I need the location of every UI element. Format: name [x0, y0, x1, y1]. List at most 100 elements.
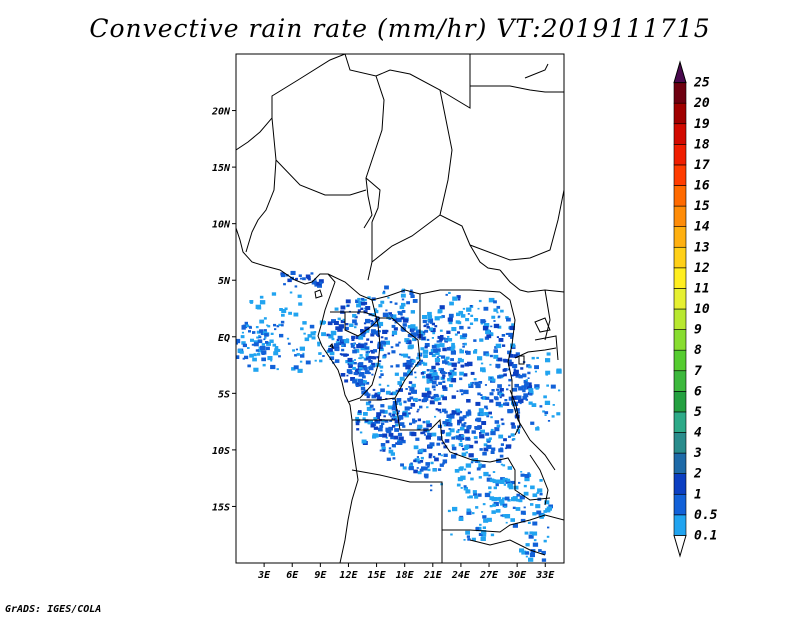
rain-cell — [382, 433, 388, 438]
rain-cell — [397, 381, 403, 385]
rain-cell — [280, 320, 285, 324]
rain-cell — [493, 300, 497, 304]
rain-cell — [395, 389, 399, 393]
rain-cell — [498, 338, 504, 342]
rain-cell — [450, 350, 456, 355]
rain-cell — [272, 343, 277, 347]
rain-cell — [287, 278, 292, 283]
rain-cell — [263, 338, 266, 341]
rain-cell — [411, 360, 416, 363]
rain-cell — [530, 421, 535, 425]
rain-cell — [478, 408, 484, 413]
rain-cell — [383, 353, 387, 357]
rain-cell — [536, 510, 542, 515]
rain-cell — [494, 420, 500, 424]
rain-cell — [364, 370, 370, 375]
rain-cell — [528, 365, 532, 369]
rain-cell — [429, 372, 435, 377]
rain-cell — [490, 430, 496, 436]
rain-cell — [473, 378, 477, 381]
lat-tick-label: EQ — [218, 333, 230, 344]
rain-cell — [385, 309, 388, 312]
rain-cell — [367, 420, 373, 425]
colorbar-segment — [673, 514, 687, 536]
rain-cell — [328, 334, 331, 337]
rain-cell — [517, 432, 520, 434]
rain-cell — [525, 395, 528, 397]
rain-cell — [355, 384, 359, 387]
rain-cell — [474, 349, 478, 352]
rain-cell — [482, 503, 486, 506]
rain-cell — [318, 352, 322, 355]
rain-cell — [544, 400, 551, 405]
rain-cell — [470, 382, 473, 385]
rain-cell — [380, 373, 384, 376]
rain-cell — [271, 292, 277, 296]
rain-cell — [289, 291, 293, 294]
colorbar-segment — [673, 144, 687, 166]
rain-cell — [407, 345, 413, 350]
colorbar-label: 11 — [694, 281, 710, 296]
colorbar-label: 25 — [693, 76, 710, 91]
rain-cell — [357, 378, 364, 383]
rain-cell — [371, 321, 375, 324]
rain-cell — [338, 324, 344, 329]
rain-cell — [423, 354, 428, 358]
rain-cell — [522, 396, 528, 400]
rain-cell — [536, 356, 539, 359]
rain-cell — [516, 395, 522, 400]
rain-cell — [510, 336, 513, 339]
rain-cell — [367, 296, 371, 299]
rain-cell — [330, 330, 337, 336]
rain-cell — [419, 460, 424, 463]
rain-cell — [511, 374, 514, 377]
rain-cell — [439, 329, 443, 332]
colorbar-segment — [673, 329, 687, 351]
rain-cell — [392, 425, 396, 428]
rain-cell — [506, 388, 509, 391]
rain-cell — [397, 410, 400, 413]
lon-tick-label: 18E — [396, 570, 415, 581]
rain-cell — [435, 362, 440, 366]
rain-cell — [512, 364, 518, 369]
rain-cell — [441, 408, 447, 413]
rain-cell — [402, 323, 407, 327]
rain-cell — [464, 362, 470, 367]
rain-cell — [414, 371, 417, 374]
rain-cell — [456, 295, 461, 299]
rain-cell — [512, 496, 518, 501]
rain-cell — [400, 293, 406, 298]
colorbar-label: 8 — [694, 343, 702, 358]
rain-cell — [355, 382, 361, 387]
rain-cell — [435, 408, 439, 411]
rain-cell — [483, 443, 488, 447]
rain-cell — [383, 344, 386, 347]
rain-cell — [394, 419, 400, 424]
rain-cell — [445, 356, 450, 360]
rain-cell — [489, 332, 493, 335]
grads-credit: GrADS: IGES/COLA — [5, 604, 102, 615]
lat-tick-label: 15S — [212, 502, 230, 513]
rain-cell — [504, 496, 510, 501]
rain-cell — [265, 346, 270, 351]
rain-cell — [456, 483, 461, 487]
rain-cell — [389, 314, 393, 317]
rain-cell — [451, 371, 457, 376]
rain-cell — [516, 498, 520, 502]
rain-cell — [352, 349, 357, 354]
rain-cell — [442, 385, 447, 389]
rain-cell — [476, 467, 481, 471]
rain-cell — [359, 344, 364, 348]
rain-cell — [407, 397, 411, 401]
rain-cell — [488, 491, 492, 494]
rain-cell — [364, 419, 369, 423]
rain-cell — [491, 497, 497, 502]
rain-cell — [423, 429, 428, 433]
rain-cell — [359, 354, 363, 357]
rain-cell — [448, 428, 451, 430]
rain-cell — [495, 479, 501, 484]
rain-cell — [407, 356, 411, 359]
rain-cell — [352, 366, 356, 370]
rain-cell — [326, 333, 330, 337]
country-borders — [236, 54, 564, 563]
